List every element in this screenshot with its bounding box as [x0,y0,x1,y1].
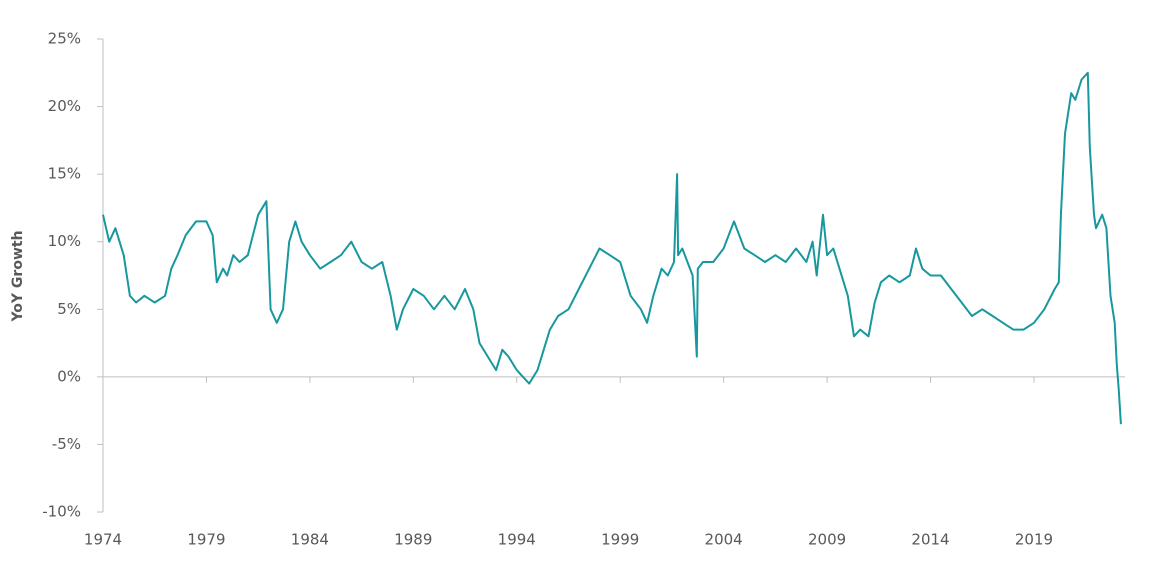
x-tick-label: 1994 [498,531,536,549]
y-tick-label: 10% [48,232,81,250]
x-tick-label: 2004 [705,531,743,549]
y-tick-label: 20% [48,97,81,115]
y-tick-label: 25% [48,30,81,48]
x-tick-label: 1979 [187,531,225,549]
x-tick-label: 2019 [1015,531,1053,549]
x-tick-label: 2009 [808,531,846,549]
x-tick-label: 1989 [394,531,432,549]
line [102,71,1122,425]
x-tick-label: 1999 [601,531,639,549]
y-axis-label: YoY Growth [10,230,26,322]
x-tick-label: 2014 [911,531,949,549]
y-tick-label: -5% [52,435,81,453]
y-tick-label: 15% [48,165,81,183]
x-tick-label: 1984 [291,531,329,549]
y-tick-label: 0% [57,367,81,385]
y-tick-label: 5% [57,300,81,318]
y-tick-label: -10% [42,503,81,521]
x-tick-label: 1974 [84,531,122,549]
